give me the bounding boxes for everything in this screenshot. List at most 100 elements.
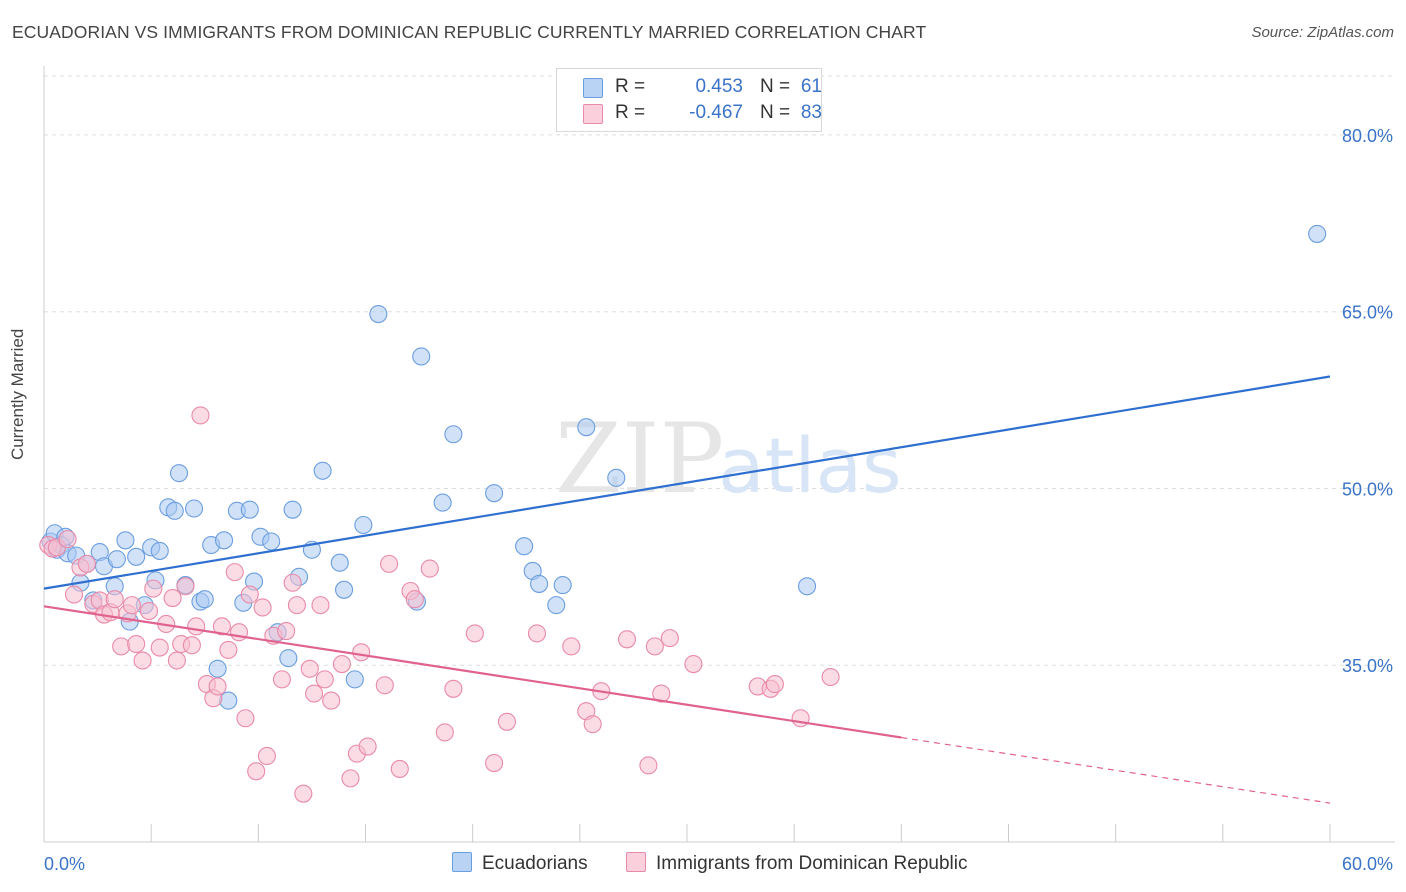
- ecuadorian-point: [214, 531, 234, 550]
- trend-line-ecuadorians: [43, 375, 1331, 590]
- dominican-point: [144, 579, 163, 598]
- dominican-point: [420, 559, 439, 578]
- dominican-point: [380, 554, 399, 573]
- ecuadorian-point: [577, 418, 596, 437]
- trend-line-dominican-extrapolated: [901, 736, 1331, 804]
- ecuadorian-point: [279, 649, 298, 668]
- dominican-point: [112, 637, 131, 656]
- y-tick-label: 65.0%: [1342, 303, 1393, 323]
- dominican-point: [191, 406, 210, 425]
- ecuadorian-point: [195, 590, 214, 609]
- dominican-point: [645, 637, 664, 656]
- dominican-point: [390, 759, 409, 778]
- correlation-legend: R = 0.453 N = 61 R = -0.467 N = 83: [556, 68, 822, 132]
- legend-swatch-blue: [583, 78, 603, 98]
- bottom-legend-ecuadorians: Ecuadorians: [452, 852, 588, 875]
- bottom-legend-dominican: Immigrants from Dominican Republic: [626, 852, 968, 875]
- legend-r-label: R =: [615, 102, 646, 123]
- bottom-legend-swatch-blue: [452, 852, 472, 872]
- ecuadorian-point: [169, 464, 189, 483]
- ecuadorian-point: [433, 493, 452, 512]
- dominican-point: [684, 655, 703, 674]
- watermark-zip: ZIP: [555, 403, 724, 515]
- dominican-point: [257, 746, 276, 766]
- ecuadorian-point: [262, 532, 281, 551]
- watermark-atlas: atlas: [718, 421, 902, 510]
- dominican-point: [765, 675, 784, 694]
- ecuadorian-point: [515, 537, 534, 556]
- ecuadorian-point: [1308, 224, 1327, 243]
- dominican-point: [352, 643, 371, 662]
- legend-swatch-pink: [583, 104, 603, 124]
- bottom-legend-label: Immigrants from Dominican Republic: [656, 853, 968, 874]
- dominican-point: [315, 670, 334, 689]
- dominican-point: [821, 667, 840, 687]
- ecuadorian-point: [313, 461, 332, 480]
- dominican-point: [485, 753, 504, 773]
- dominican-point: [182, 636, 201, 655]
- dominican-point: [332, 655, 351, 674]
- legend-n-value: 61: [800, 76, 822, 97]
- bottom-legend-label: Ecuadorians: [482, 853, 588, 874]
- ecuadorian-point: [219, 691, 238, 710]
- dominican-point: [225, 563, 244, 582]
- ecuadorian-point: [184, 499, 204, 518]
- dominican-point: [287, 596, 306, 615]
- legend-n-label: N =: [760, 76, 791, 97]
- dominican-point: [77, 554, 96, 573]
- dominican-point: [527, 624, 547, 643]
- ecuadorian-point: [797, 577, 817, 596]
- dominican-point: [283, 573, 302, 592]
- dominican-point: [791, 709, 810, 728]
- dominican-point: [58, 530, 77, 549]
- ecuadorian-point: [165, 501, 184, 520]
- dominican-point: [375, 676, 394, 695]
- ecuadorian-point: [547, 596, 566, 615]
- dominican-point: [187, 617, 206, 636]
- dominican-point: [405, 590, 424, 609]
- legend-r-value: 0.453: [695, 76, 743, 97]
- trend-line-dominican: [43, 605, 902, 739]
- ecuadorian-point: [116, 531, 135, 550]
- dominican-point: [300, 659, 319, 678]
- chart-title: ECUADORIAN VS IMMIGRANTS FROM DOMINICAN …: [12, 22, 927, 42]
- dominican-point: [163, 589, 182, 608]
- dominican-point: [639, 756, 658, 775]
- dominican-point: [219, 640, 238, 659]
- dominican-point: [167, 651, 186, 670]
- x-tick-label-max: 60.0%: [1342, 854, 1393, 874]
- legend-r-label: R =: [615, 76, 646, 97]
- trend-layer: [43, 375, 1331, 804]
- ecuadorian-point: [530, 574, 549, 593]
- dominican-point: [139, 601, 159, 621]
- dominican-point: [617, 630, 637, 649]
- points-layer: [39, 224, 1327, 803]
- ecuadorian-point: [330, 553, 349, 572]
- bottom-legend-swatch-pink: [626, 852, 646, 872]
- legend-n-label: N =: [760, 102, 791, 123]
- dominican-point: [105, 590, 124, 609]
- dominican-point: [497, 712, 517, 731]
- y-tick-label: 35.0%: [1342, 656, 1393, 676]
- dominican-point: [240, 585, 259, 604]
- x-tick-label-min: 0.0%: [44, 854, 85, 874]
- ecuadorian-point: [553, 576, 572, 595]
- ecuadorian-point: [607, 468, 626, 487]
- ecuadorian-point: [485, 484, 504, 503]
- y-tick-label: 80.0%: [1342, 126, 1393, 146]
- ecuadorian-point: [444, 425, 463, 444]
- ecuadorian-point: [107, 550, 126, 569]
- ecuadorian-point: [127, 547, 146, 566]
- dominican-point: [294, 784, 313, 803]
- ecuadorian-point: [208, 659, 227, 678]
- dominican-point: [465, 624, 484, 643]
- dominican-point: [208, 677, 227, 696]
- legend-r-value: -0.467: [689, 102, 743, 123]
- dominican-point: [229, 623, 249, 642]
- watermark: ZIP atlas: [555, 403, 902, 515]
- ecuadorian-point: [283, 500, 302, 519]
- legend-n-value: 83: [800, 102, 822, 123]
- dominican-point: [64, 585, 84, 604]
- ecuadorian-point: [150, 541, 169, 560]
